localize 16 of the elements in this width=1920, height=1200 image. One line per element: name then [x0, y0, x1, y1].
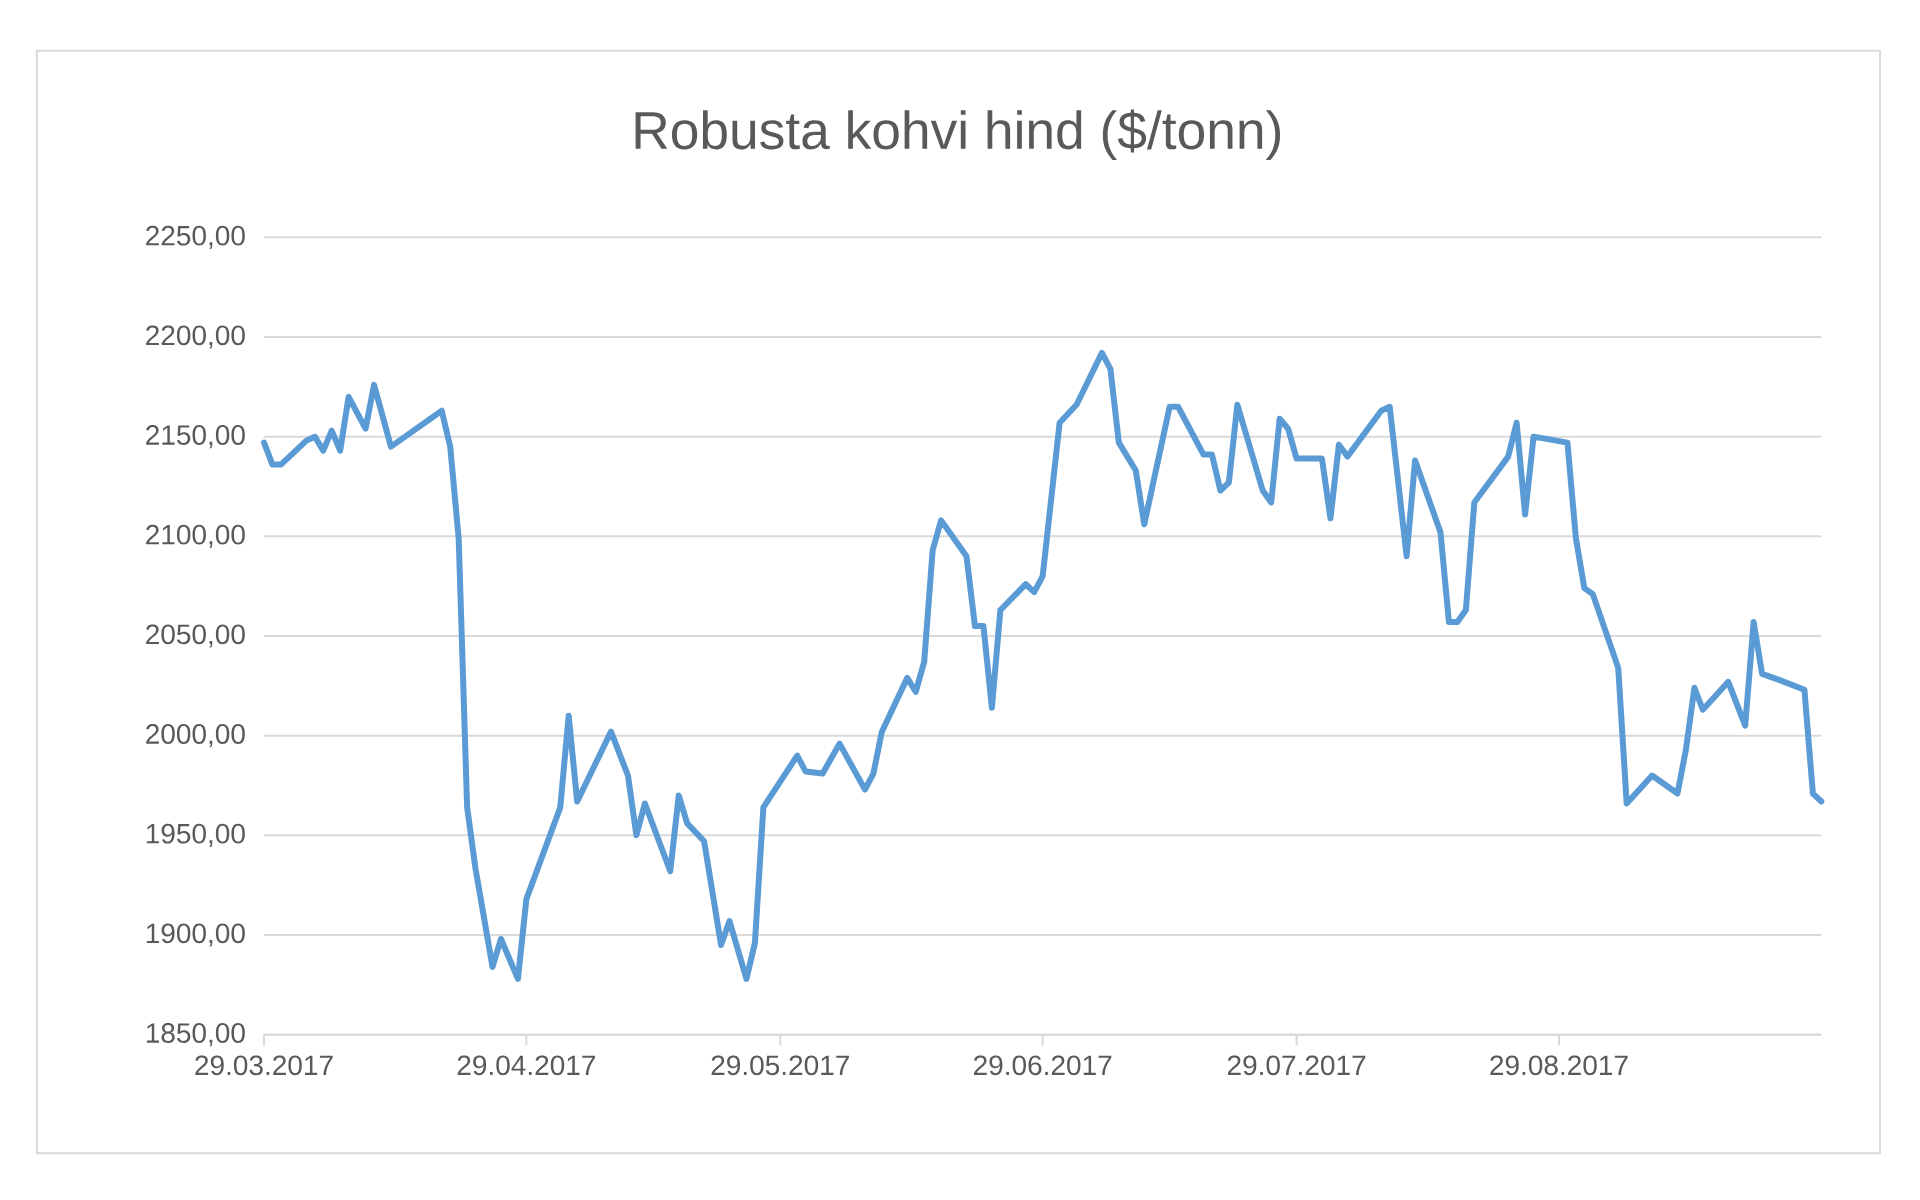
x-tick-label: 29.03.2017 — [195, 1055, 333, 1076]
x-tick-label: 29.07.2017 — [1227, 1055, 1366, 1076]
x-tick-label: 29.05.2017 — [711, 1055, 849, 1076]
y-tick-label: 2200,00 — [146, 325, 245, 349]
x-tick-label: 29.04.2017 — [457, 1055, 596, 1076]
x-tick-label: 29.06.2017 — [974, 1055, 1112, 1076]
y-tick-label: 2150,00 — [146, 425, 245, 449]
y-tick-label: 1950,00 — [146, 823, 245, 847]
y-tick-label: 1900,00 — [146, 923, 245, 947]
x-tick-label: 29.08.2017 — [1490, 1055, 1628, 1076]
y-tick-label: 2000,00 — [146, 724, 245, 748]
y-tick-label: 2050,00 — [146, 624, 245, 648]
y-tick-label: 1850,00 — [146, 1023, 245, 1047]
chart-title: Robusta kohvi hind ($/tonn) — [635, 109, 1281, 160]
y-tick-label: 2250,00 — [146, 225, 245, 249]
y-tick-label: 2100,00 — [146, 524, 245, 548]
